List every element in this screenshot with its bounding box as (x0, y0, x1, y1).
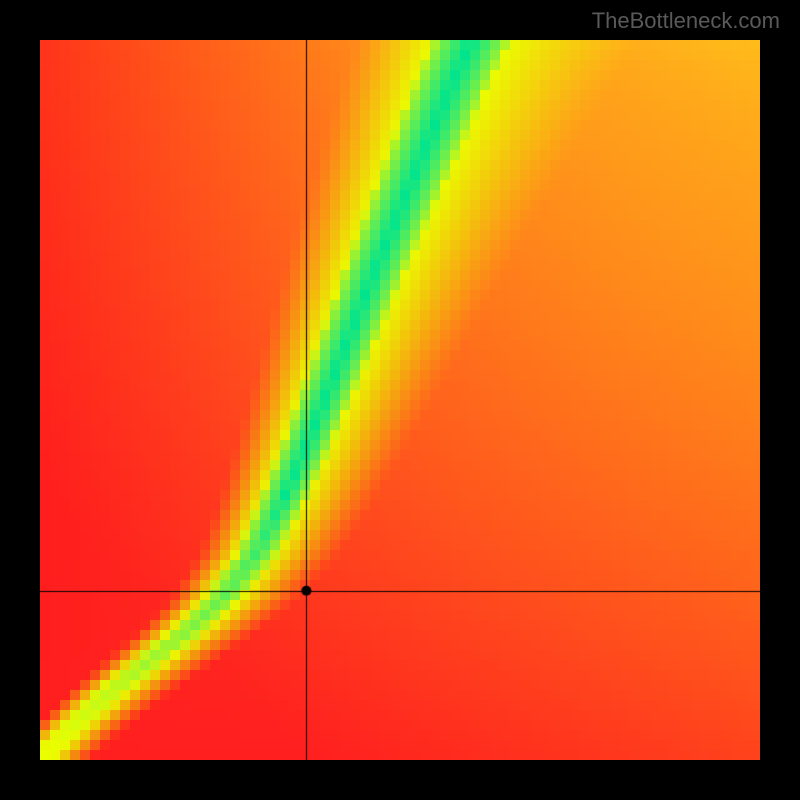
heatmap-overlay-canvas (40, 40, 760, 760)
bottleneck-heatmap (40, 40, 760, 760)
watermark-text: TheBottleneck.com (592, 8, 780, 34)
